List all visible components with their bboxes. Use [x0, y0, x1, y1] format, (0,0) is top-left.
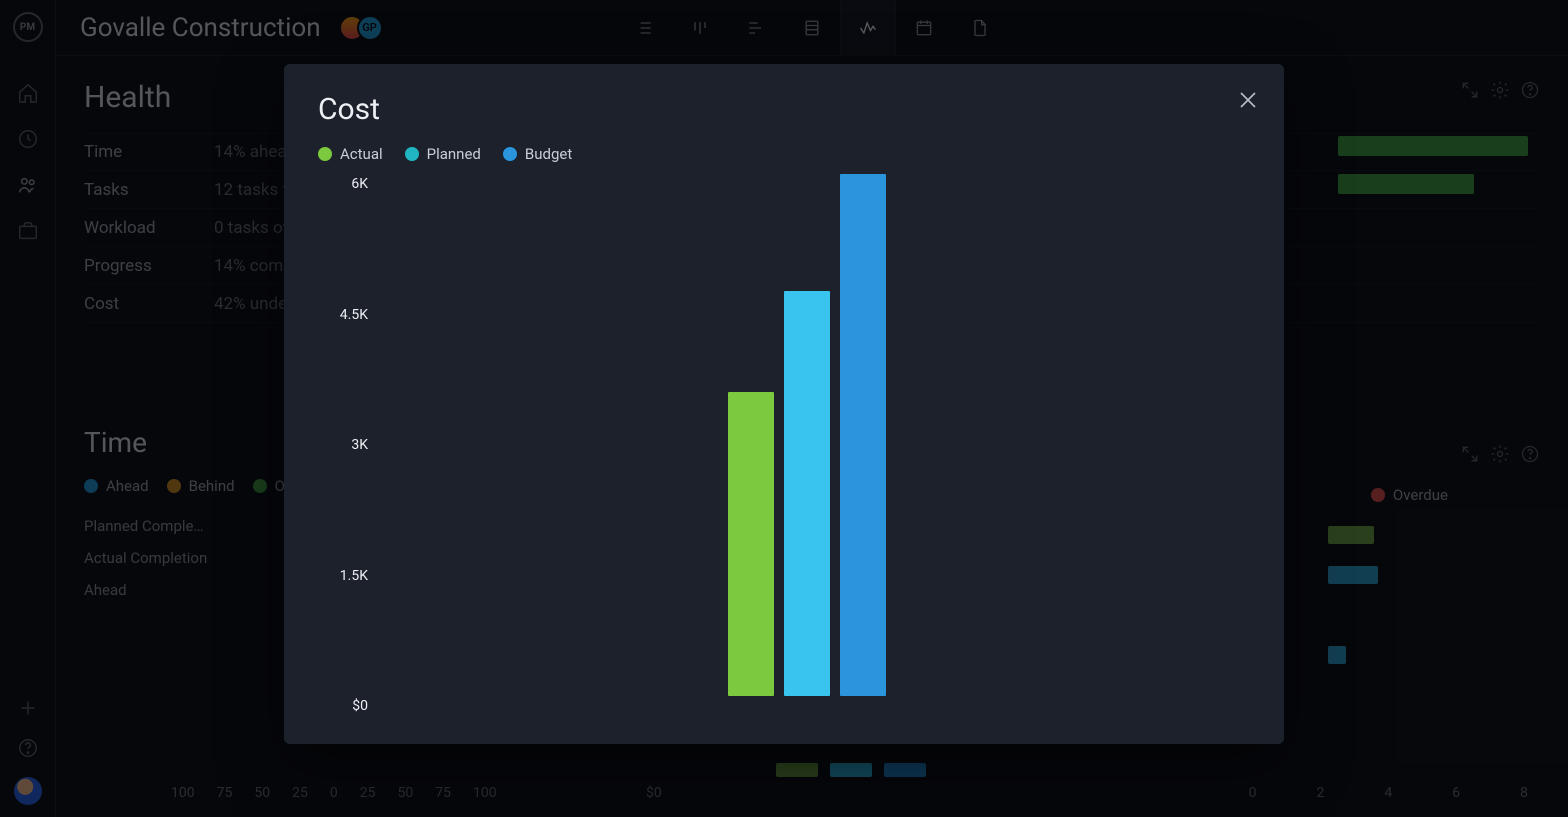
y-tick-label: 1.5K [318, 568, 368, 584]
y-tick-label: 4.5K [318, 307, 368, 323]
chart-bar [784, 291, 830, 696]
cost-modal: Cost Actual Planned Budget 6K 4.5K 3K 1.5K $… [284, 64, 1284, 744]
legend-item: Actual [318, 145, 383, 163]
legend-label: Budget [525, 145, 572, 163]
legend-item: Planned [405, 145, 481, 163]
y-tick-label: $0 [318, 698, 368, 714]
y-tick-label: 3K [318, 437, 368, 453]
bar-group [728, 174, 886, 696]
legend-label: Planned [427, 145, 481, 163]
legend-dot-icon [318, 147, 332, 161]
cost-chart: 6K4.5K3K1.5K$0 [318, 184, 1250, 716]
y-tick-label: 6K [318, 176, 368, 192]
close-icon[interactable] [1236, 88, 1260, 112]
legend-dot-icon [503, 147, 517, 161]
modal-overlay[interactable]: Cost Actual Planned Budget 6K 4.5K 3K 1.5K $… [0, 0, 1568, 817]
plot-area [374, 184, 1240, 706]
legend-item: Budget [503, 145, 572, 163]
modal-title: Cost [318, 92, 1250, 127]
chart-bar [728, 392, 774, 697]
modal-legend: Actual Planned Budget [318, 145, 1250, 163]
legend-label: Actual [340, 145, 383, 163]
chart-bar [840, 174, 886, 696]
legend-dot-icon [405, 147, 419, 161]
